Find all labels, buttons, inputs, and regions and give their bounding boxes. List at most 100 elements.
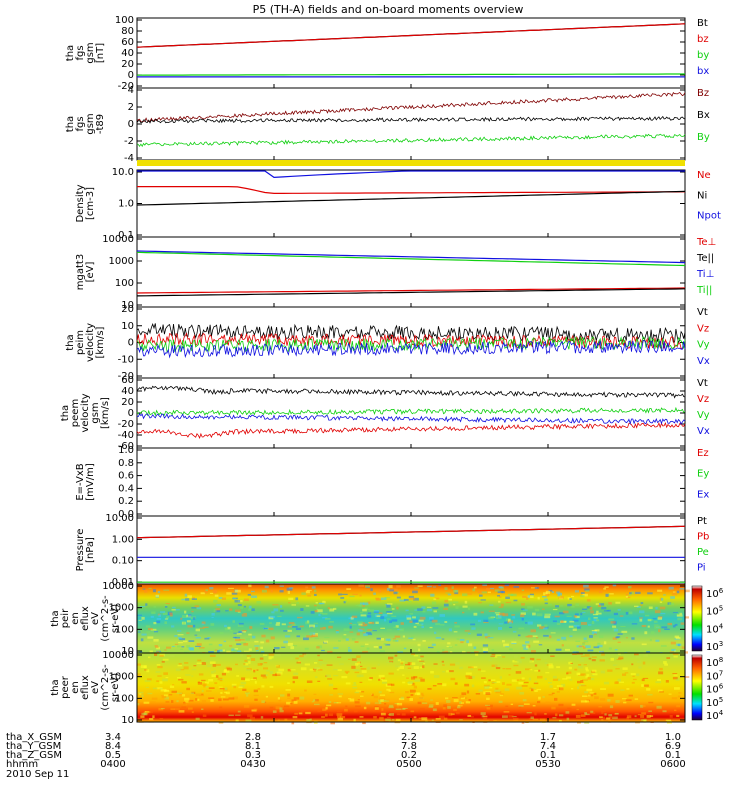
spectro-pixel: [639, 610, 645, 614]
footer-value: 0430: [240, 759, 265, 770]
y-axis-label: [nPa]: [85, 537, 96, 563]
spectro-pixel: [201, 621, 206, 625]
spectro-pixel: [454, 682, 458, 685]
spectro-pixel: [455, 606, 459, 609]
spectro-pixel: [600, 670, 606, 674]
spectro-pixel: [608, 602, 612, 605]
spectro-pixel: [279, 585, 284, 587]
spectro-pixel: [579, 660, 585, 663]
spectro-pixel: [142, 588, 146, 590]
spectro-pixel: [360, 668, 367, 670]
spectro-pixel: [544, 678, 547, 680]
spectro-pixel: [287, 668, 292, 672]
spectro-pixel: [198, 673, 204, 676]
spectro-pixel: [153, 639, 159, 642]
spectro-pixel: [615, 700, 620, 703]
y-tick-label: 1000: [109, 672, 134, 683]
spectro-pixel: [435, 702, 439, 705]
spectro-pixel: [483, 715, 488, 718]
spectro-pixel: [628, 694, 633, 697]
spectro-pixel: [442, 671, 445, 673]
spectro-pixel: [300, 608, 304, 611]
spectro-pixel: [314, 609, 318, 613]
spectro-pixel: [370, 588, 373, 592]
spectro-pixel: [337, 693, 344, 695]
spectro-pixel: [510, 703, 513, 705]
footer-label: tha_X_GSM: [6, 732, 62, 743]
spectro-pixel: [345, 705, 348, 708]
spectro-pixel: [222, 649, 225, 652]
spectro-pixel: [544, 613, 550, 615]
colorbar-label: 107: [706, 669, 723, 682]
spectro-pixel: [595, 612, 602, 615]
legend-Vt: Vt: [697, 307, 708, 318]
y-tick-label: 10000: [102, 234, 134, 245]
spectro-pixel: [205, 681, 209, 684]
spectro-pixel: [646, 715, 651, 718]
spectro-pixel: [311, 586, 316, 589]
spectro-pixel: [213, 670, 216, 673]
spectro-pixel: [601, 719, 604, 721]
spectro-pixel: [481, 677, 486, 679]
spectro-pixel: [607, 699, 611, 702]
spectro-pixel: [257, 663, 263, 666]
spectro-pixel: [181, 694, 186, 697]
spectro-pixel: [260, 641, 264, 644]
spectro-pixel: [315, 602, 318, 604]
spectro-pixel: [214, 682, 218, 685]
spectro-pixel: [395, 625, 399, 628]
footer-value: 0.5: [105, 750, 121, 761]
spectro-pixel: [622, 673, 627, 676]
spectro-pixel: [191, 598, 197, 600]
spectro-pixel: [283, 705, 290, 708]
spectro-pixel: [656, 705, 662, 709]
spectro-pixel: [164, 689, 169, 691]
spectro-pixel: [137, 614, 142, 616]
footer-value: 2.8: [245, 732, 261, 743]
spectro-pixel: [625, 637, 628, 639]
spectro-pixel: [171, 625, 175, 628]
y-axis-label: velocity: [85, 323, 96, 362]
spectro-pixel: [516, 686, 523, 690]
spectro-pixel: [322, 600, 326, 604]
spectro-pixel: [297, 616, 303, 619]
spectro-pixel: [403, 598, 409, 601]
spectro-pixel: [671, 593, 678, 596]
y-axis-label: eflux: [80, 606, 91, 631]
spectro-pixel: [562, 678, 568, 680]
spectro-pixel: [211, 671, 214, 674]
y-axis-label: -t89: [95, 114, 106, 134]
spectro-pixel: [534, 608, 540, 612]
spectro-pixel: [459, 719, 463, 721]
spectro-pixel: [663, 661, 667, 664]
spectro-pixel: [418, 717, 422, 719]
spectro-pixel: [356, 632, 360, 636]
spectro-pixel: [164, 621, 167, 624]
spectro-pixel: [373, 610, 380, 613]
spectro-pixel: [269, 622, 272, 624]
spectro-pixel: [251, 608, 255, 611]
spectro-pixel: [248, 605, 252, 609]
spectro-pixel: [577, 686, 580, 690]
spectro-pixel: [561, 636, 566, 640]
y-axis-label: mgatt3: [75, 254, 86, 290]
spectro-pixel: [360, 695, 364, 697]
spectro-pixel: [345, 672, 348, 674]
spectro-pixel: [454, 644, 458, 646]
y-tick-label: -2: [124, 136, 134, 147]
spectro-pixel: [449, 601, 453, 605]
spectro-pixel: [509, 648, 513, 651]
y-axis-label: eV: [90, 681, 101, 694]
spectro-pixel: [508, 674, 511, 676]
spectro-pixel: [241, 613, 248, 617]
spectro-pixel: [396, 596, 401, 599]
spectro-pixel: [349, 625, 352, 629]
spectro-pixel: [481, 670, 486, 672]
spectro-pixel: [462, 611, 465, 614]
spectro-pixel: [235, 609, 241, 612]
spectro-pixel: [459, 695, 464, 698]
spectro-pixel: [388, 585, 393, 589]
spectro-pixel: [414, 679, 421, 682]
spectro-pixel: [318, 659, 323, 661]
